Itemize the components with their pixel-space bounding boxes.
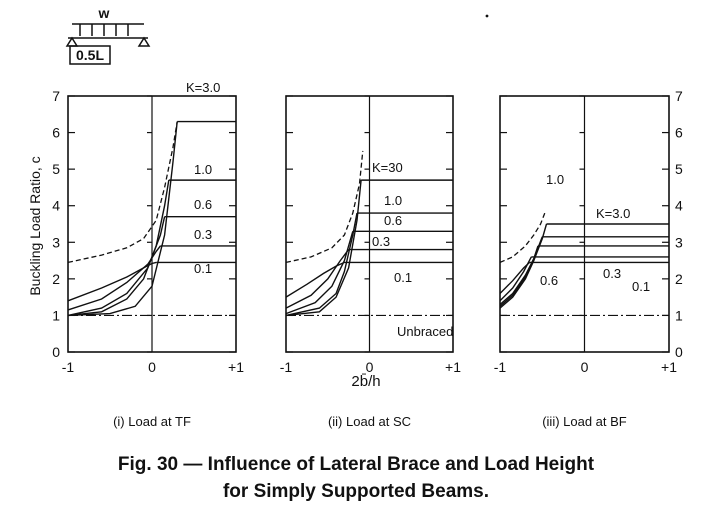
y-tick-label: 7	[675, 88, 683, 104]
figure-caption-line2: for Simply Supported Beams.	[222, 481, 490, 502]
span-label: 0.5L	[76, 47, 104, 63]
series-label: 0.1	[394, 270, 412, 285]
series-label: 0.3	[603, 266, 621, 281]
series-curve	[499, 223, 548, 309]
series-label: 1.0	[384, 193, 402, 208]
y-tick-label: 0	[52, 344, 60, 360]
series-curve	[67, 261, 157, 302]
span-box	[69, 45, 111, 65]
series-label: K=30	[372, 160, 403, 175]
x-tick-label: +1	[445, 359, 461, 375]
x-tick-label: -1	[62, 359, 75, 375]
envelope-curve	[499, 212, 546, 263]
series-curve	[285, 231, 354, 315]
series-label: 0.6	[194, 197, 212, 212]
load-label: w	[98, 5, 110, 21]
x-tick-label: 0	[581, 359, 589, 375]
y-tick-label: 1	[52, 307, 60, 323]
unbraced-label: Unbraced	[397, 324, 453, 339]
y-axis-label: Buckling Load Ratio, c	[27, 156, 43, 295]
x-tick-label: +1	[661, 359, 677, 375]
series-curve	[67, 245, 161, 311]
x-tick-label: -1	[280, 359, 293, 375]
y-tick-label: 1	[675, 307, 683, 323]
envelope-curve	[285, 150, 364, 264]
y-tick-label: 5	[52, 161, 60, 177]
figure-caption-line1: Fig. 30 — Influence of Lateral Brace and…	[117, 454, 595, 475]
series-label: 0.6	[540, 273, 558, 288]
x-tick-label: +1	[228, 359, 244, 375]
chart-panel-2: -1 0 +1 Unbraced K=30 1.0 0.6 0.3 0.1 (ii) Load a…	[280, 95, 461, 429]
stray-dot	[485, 14, 489, 18]
y-tick-label: 2	[52, 271, 60, 287]
y-tick-label: 7	[52, 88, 60, 104]
y-tick-label: 6	[675, 125, 683, 141]
envelope-curve	[67, 121, 178, 264]
series-label: 0.3	[194, 227, 212, 242]
y-tick-label: 4	[675, 198, 683, 214]
y-tick-label: 5	[675, 161, 683, 177]
series-label: 1.0	[194, 162, 212, 177]
support-right-icon	[137, 36, 151, 47]
support-left-icon	[65, 36, 79, 47]
series-label: 1.0	[546, 172, 564, 187]
x-tick-label: 0	[148, 359, 156, 375]
series-curve	[67, 216, 166, 317]
panel-subtitle: (iii) Load at BF	[542, 414, 627, 429]
series-curve	[285, 261, 345, 298]
series-curve	[67, 179, 170, 317]
y-tick-label: 3	[675, 234, 683, 250]
panel-subtitle: (i) Load at TF	[113, 414, 191, 429]
series-label: 0.6	[384, 213, 402, 228]
series-label: 0.3	[372, 234, 390, 249]
y-tick-label: 2	[675, 271, 683, 287]
series-label: K=3.0	[186, 80, 220, 95]
series-label: 0.1	[632, 279, 650, 294]
load-diagram: w 0.5L	[65, 5, 489, 65]
x-tick-label: -1	[494, 359, 507, 375]
series-curve	[499, 245, 539, 306]
series-label: 0.1	[194, 261, 212, 276]
series-curve	[285, 249, 350, 309]
x-axis-label: 2b̄/h	[351, 373, 380, 390]
y-tick-label: 3	[52, 234, 60, 250]
panel-subtitle: (ii) Load at SC	[328, 414, 411, 429]
series-curve	[67, 121, 178, 317]
series-curve	[499, 261, 531, 294]
y-tick-label: 0	[675, 344, 683, 360]
y-tick-label: 4	[52, 198, 60, 214]
y-tick-label: 6	[52, 125, 60, 141]
series-label: K=3.0	[596, 206, 630, 221]
x-tick-label: 0	[366, 359, 374, 375]
